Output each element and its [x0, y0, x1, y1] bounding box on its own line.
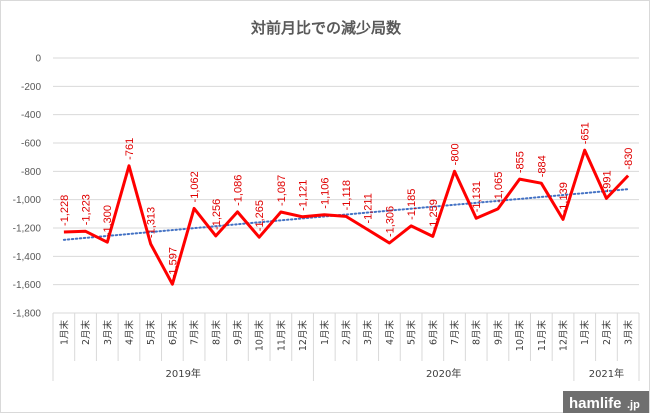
x-category-label: 8月末: [210, 320, 222, 346]
series-layer: [63, 148, 630, 286]
data-label: -1,256: [211, 199, 223, 230]
x-category-label: 11月末: [536, 320, 548, 352]
data-label: -1,086: [232, 175, 244, 206]
data-labels: -1,228 -1,223 -1,300 -761 -1,313 -1,597 -1,062…: [59, 122, 635, 278]
year-group-label: 2020年: [426, 367, 461, 380]
data-label: -1,211: [363, 193, 375, 223]
chart-title: 対前月比での減少局数: [250, 19, 402, 37]
trendline-layer: [62, 188, 630, 241]
data-label: -855: [515, 151, 527, 173]
trendline: [62, 188, 630, 241]
x-category-label: 5月末: [406, 320, 418, 346]
data-label: -800: [450, 143, 462, 165]
x-category-label: 7月末: [449, 320, 461, 346]
year-group-label: 2021年: [589, 367, 624, 380]
y-tick-label: -1,800: [13, 309, 42, 320]
x-category-label: 10月末: [254, 320, 266, 352]
y-tick-label: -600: [21, 139, 41, 150]
x-category-label: 2月末: [80, 320, 92, 346]
data-label: -830: [623, 148, 635, 170]
x-category-label: 6月末: [167, 320, 179, 346]
y-tick-label: -1,600: [13, 280, 42, 291]
data-label: -1,300: [102, 205, 114, 236]
watermark-logo: hamlife .jp: [563, 391, 649, 413]
x-category-label: 4月末: [384, 320, 396, 346]
x-category-label: 11月末: [275, 320, 287, 352]
data-label: -1,185: [406, 189, 418, 220]
data-label: -1,065: [493, 172, 505, 203]
x-category-label: 1月末: [319, 320, 331, 346]
watermark-suffix: .jp: [627, 399, 640, 411]
data-label: -1,062: [189, 171, 201, 202]
data-label: -1,259: [428, 199, 440, 230]
x-category-label: 12月末: [297, 320, 309, 352]
data-label: -761: [124, 138, 136, 160]
y-tick-label: 0: [35, 54, 41, 65]
series-line: [63, 148, 630, 286]
x-category-label: 1月末: [58, 320, 70, 346]
data-label: -1,121: [298, 180, 310, 211]
x-category-label: 12月末: [558, 320, 570, 352]
watermark-bg: [563, 391, 649, 413]
data-label: -1,118: [341, 180, 353, 210]
x-category-label: 8月末: [471, 320, 483, 346]
data-label: -1,313: [146, 207, 158, 238]
x-category-label: 3月末: [623, 320, 635, 346]
x-category-label: 7月末: [189, 320, 201, 346]
x-category-label: 3月末: [102, 320, 114, 346]
x-category-label: 6月末: [427, 320, 439, 346]
watermark-text: hamlife: [569, 395, 622, 412]
y-tick-label: -800: [21, 167, 41, 178]
x-category-label: 2月末: [341, 320, 353, 346]
data-label: -1,306: [384, 206, 396, 237]
data-label: -1,265: [254, 200, 266, 231]
data-label: -884: [536, 155, 548, 177]
x-category-label: 4月末: [123, 320, 135, 346]
data-label: -1,597: [167, 247, 179, 278]
x-category-label: 1月末: [579, 320, 591, 346]
data-label: -1,131: [471, 181, 483, 212]
x-category-label: 2月末: [601, 320, 613, 346]
x-category-label: 9月末: [492, 320, 504, 346]
data-label: -1,087: [276, 175, 288, 206]
x-category-label: 5月末: [145, 320, 157, 346]
data-label: -1,228: [59, 195, 71, 226]
gridlines: [53, 57, 639, 314]
x-axis-categories: 1月末 2月末 3月末 4月末 5月末 6月末 7月末 8月末 9月末 10月末 11月末 12月末 1…: [52, 313, 640, 381]
y-tick-label: -400: [21, 110, 41, 121]
data-label: -1,139: [558, 182, 570, 213]
y-tick-label: -1,200: [13, 224, 42, 235]
data-label: -1,223: [81, 194, 93, 225]
y-tick-label: -1,400: [13, 252, 42, 263]
y-tick-label: -1,000: [13, 195, 42, 206]
data-label: -651: [580, 122, 592, 144]
data-label: -991: [601, 170, 613, 192]
x-category-label: 9月末: [232, 320, 244, 346]
y-tick-label: -200: [21, 82, 41, 93]
data-label: -1,106: [319, 177, 331, 208]
x-category-label: 10月末: [514, 320, 526, 352]
x-category-label: 3月末: [362, 320, 374, 346]
y-axis-ticks: 0 -200 -400 -600 -800 -1,000 -1,200 -1,400 -1,60…: [13, 54, 42, 320]
year-group-label: 2019年: [165, 367, 200, 380]
